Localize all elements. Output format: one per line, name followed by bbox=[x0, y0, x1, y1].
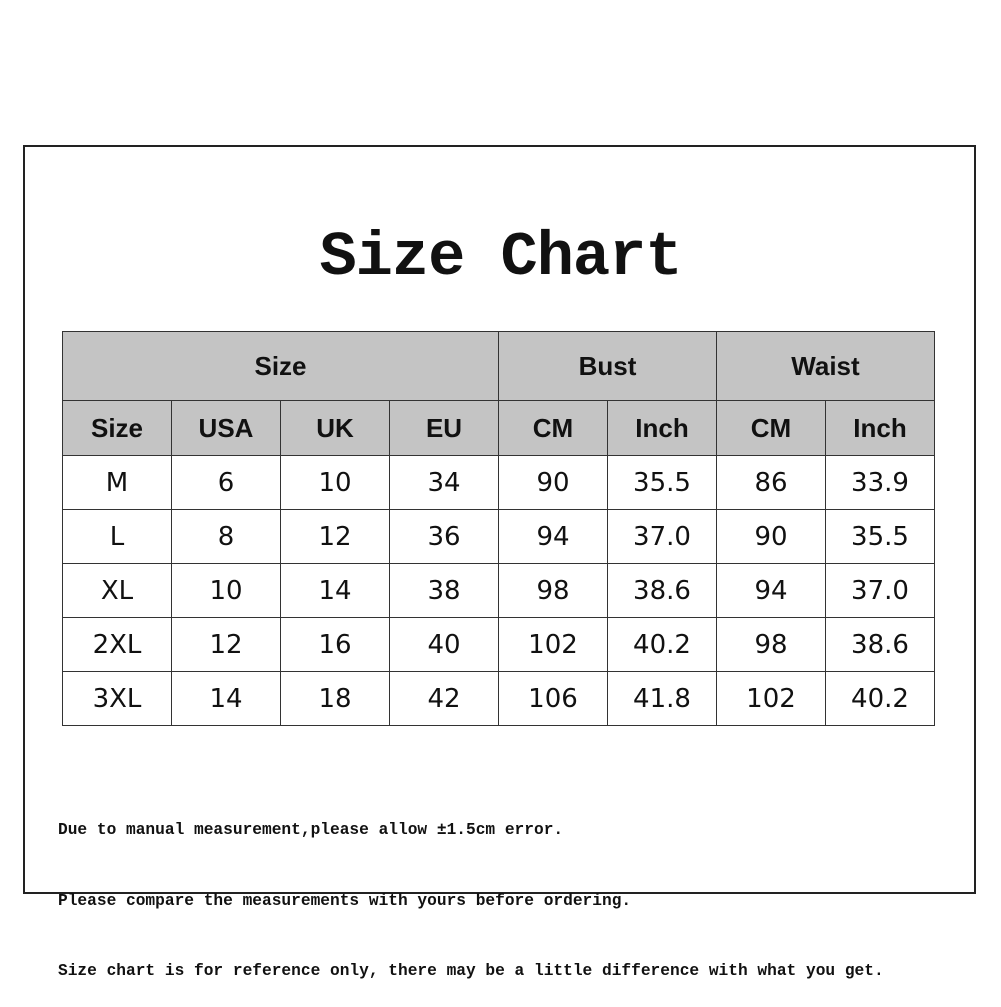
table-cell: 90 bbox=[716, 509, 826, 564]
column-header: UK bbox=[280, 400, 390, 456]
table-cell: 40 bbox=[389, 617, 499, 672]
table-cell: 102 bbox=[498, 617, 608, 672]
table-cell: 86 bbox=[716, 455, 826, 510]
table-cell: 8 bbox=[171, 509, 281, 564]
table-cell: 38.6 bbox=[825, 617, 935, 672]
table-cell: 36 bbox=[389, 509, 499, 564]
table-cell: 35.5 bbox=[825, 509, 935, 564]
note-line: Due to manual measurement,please allow ±… bbox=[58, 821, 564, 839]
table-cell: 3XL bbox=[62, 671, 172, 726]
table-cell: 2XL bbox=[62, 617, 172, 672]
table-cell: 98 bbox=[716, 617, 826, 672]
table-cell: 33.9 bbox=[825, 455, 935, 510]
table-cell: 106 bbox=[498, 671, 608, 726]
column-header: Size bbox=[62, 400, 172, 456]
chart-frame bbox=[23, 145, 976, 894]
table-cell: L bbox=[62, 509, 172, 564]
table-cell: XL bbox=[62, 563, 172, 618]
table-row: XL 10 14 38 98 38.6 94 37.0 bbox=[62, 563, 935, 618]
column-header: Inch bbox=[607, 400, 717, 456]
table-cell: 34 bbox=[389, 455, 499, 510]
table-cell: 10 bbox=[171, 563, 281, 618]
table-cell: 10 bbox=[280, 455, 390, 510]
table-cell: 94 bbox=[716, 563, 826, 618]
column-header: CM bbox=[716, 400, 826, 456]
notes: Due to manual measurement,please allow ±… bbox=[58, 772, 884, 1007]
table-row: 3XL 14 18 42 106 41.8 102 40.2 bbox=[62, 671, 935, 726]
table-cell: 16 bbox=[280, 617, 390, 672]
column-header: EU bbox=[389, 400, 499, 456]
column-header: Inch bbox=[825, 400, 935, 456]
table-cell: 98 bbox=[498, 563, 608, 618]
table-row: M 6 10 34 90 35.5 86 33.9 bbox=[62, 455, 935, 510]
table-cell: 40.2 bbox=[825, 671, 935, 726]
table-cell: 42 bbox=[389, 671, 499, 726]
table-cell: 90 bbox=[498, 455, 608, 510]
column-header-row: Size USA UK EU CM Inch CM Inch bbox=[62, 400, 935, 456]
table-cell: 14 bbox=[171, 671, 281, 726]
table-cell: 6 bbox=[171, 455, 281, 510]
table-row: L 8 12 36 94 37.0 90 35.5 bbox=[62, 509, 935, 564]
group-header: Size bbox=[62, 331, 499, 401]
table-cell: 35.5 bbox=[607, 455, 717, 510]
group-header: Bust bbox=[498, 331, 717, 401]
table-cell: 12 bbox=[280, 509, 390, 564]
table-cell: 94 bbox=[498, 509, 608, 564]
table-row: 2XL 12 16 40 102 40.2 98 38.6 bbox=[62, 617, 935, 672]
column-header: USA bbox=[171, 400, 281, 456]
page-title: Size Chart bbox=[319, 222, 682, 293]
group-header: Waist bbox=[716, 331, 935, 401]
table-cell: 37.0 bbox=[825, 563, 935, 618]
table-cell: 102 bbox=[716, 671, 826, 726]
table-cell: 18 bbox=[280, 671, 390, 726]
table-cell: 41.8 bbox=[607, 671, 717, 726]
table-cell: M bbox=[62, 455, 172, 510]
table-cell: 40.2 bbox=[607, 617, 717, 672]
note-line: Size chart is for reference only, there … bbox=[58, 962, 884, 980]
table-cell: 38 bbox=[389, 563, 499, 618]
table-cell: 38.6 bbox=[607, 563, 717, 618]
table-cell: 12 bbox=[171, 617, 281, 672]
column-header: CM bbox=[498, 400, 608, 456]
table-cell: 14 bbox=[280, 563, 390, 618]
group-header-row: Size Bust Waist bbox=[62, 331, 935, 401]
table-cell: 37.0 bbox=[607, 509, 717, 564]
note-line: Please compare the measurements with you… bbox=[58, 891, 632, 910]
